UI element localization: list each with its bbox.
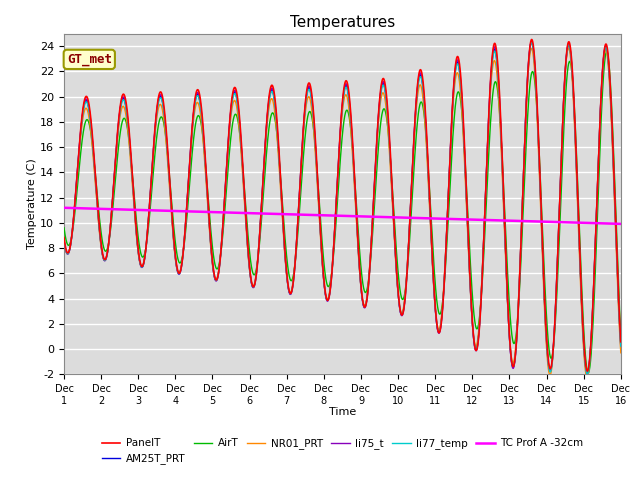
AM25T_PRT: [282, 260, 289, 266]
AM25T_PRT: [171, 252, 179, 257]
AirT: [398, 296, 406, 301]
li75_t: [528, 38, 536, 44]
li77_temp: [592, 227, 600, 232]
NR01_PRT: [564, 45, 572, 51]
li75_t: [245, 256, 253, 262]
li77_temp: [617, 343, 625, 349]
li77_temp: [584, 372, 591, 377]
PanelT: [398, 312, 406, 318]
NR01_PRT: [583, 374, 591, 380]
Line: TC Prof A -32cm: TC Prof A -32cm: [64, 208, 621, 224]
li75_t: [584, 370, 591, 376]
li75_t: [592, 224, 600, 230]
PanelT: [282, 257, 289, 263]
li75_t: [398, 313, 406, 319]
AirT: [328, 272, 335, 278]
TC Prof A -32cm: [617, 221, 625, 227]
TC Prof A -32cm: [171, 208, 179, 214]
Line: AM25T_PRT: AM25T_PRT: [64, 42, 621, 373]
AM25T_PRT: [245, 257, 253, 263]
AM25T_PRT: [528, 39, 536, 45]
li77_temp: [245, 256, 253, 262]
li75_t: [617, 343, 625, 348]
AirT: [282, 242, 289, 248]
Line: li75_t: li75_t: [64, 41, 621, 373]
PanelT: [528, 36, 536, 42]
AirT: [592, 257, 600, 263]
PanelT: [592, 225, 600, 231]
li77_temp: [60, 237, 68, 242]
li75_t: [328, 275, 335, 281]
AM25T_PRT: [328, 274, 335, 280]
Y-axis label: Temperature (C): Temperature (C): [28, 158, 37, 250]
AirT: [603, 49, 611, 55]
PanelT: [617, 339, 625, 345]
AirT: [60, 225, 68, 231]
NR01_PRT: [171, 253, 179, 259]
AM25T_PRT: [398, 312, 406, 318]
NR01_PRT: [245, 259, 253, 264]
Legend: PanelT, AM25T_PRT, AirT, NR01_PRT, li75_t, li77_temp, TC Prof A -32cm: PanelT, AM25T_PRT, AirT, NR01_PRT, li75_…: [97, 434, 588, 468]
Text: GT_met: GT_met: [67, 53, 112, 66]
AM25T_PRT: [584, 371, 591, 376]
AM25T_PRT: [592, 223, 600, 228]
Line: NR01_PRT: NR01_PRT: [64, 48, 621, 377]
Title: Temperatures: Temperatures: [290, 15, 395, 30]
AirT: [584, 370, 592, 376]
NR01_PRT: [617, 350, 625, 356]
TC Prof A -32cm: [328, 213, 335, 218]
NR01_PRT: [592, 223, 600, 229]
Line: AirT: AirT: [64, 52, 621, 373]
TC Prof A -32cm: [60, 205, 68, 211]
li75_t: [60, 237, 68, 242]
Line: li77_temp: li77_temp: [64, 43, 621, 374]
TC Prof A -32cm: [282, 211, 289, 217]
PanelT: [245, 254, 253, 260]
li77_temp: [398, 312, 406, 317]
li77_temp: [282, 259, 289, 264]
PanelT: [328, 275, 335, 281]
PanelT: [584, 368, 591, 374]
li75_t: [282, 260, 289, 265]
Line: PanelT: PanelT: [64, 39, 621, 371]
NR01_PRT: [282, 262, 289, 267]
TC Prof A -32cm: [592, 220, 600, 226]
PanelT: [60, 235, 68, 240]
AM25T_PRT: [617, 345, 625, 350]
AirT: [617, 333, 625, 339]
PanelT: [171, 249, 179, 254]
AirT: [171, 236, 179, 242]
NR01_PRT: [328, 272, 335, 278]
TC Prof A -32cm: [245, 210, 253, 216]
NR01_PRT: [60, 239, 68, 244]
li77_temp: [328, 275, 335, 281]
AM25T_PRT: [60, 237, 68, 243]
X-axis label: Time: Time: [329, 407, 356, 417]
li77_temp: [171, 251, 179, 256]
TC Prof A -32cm: [398, 215, 406, 220]
li75_t: [171, 251, 179, 257]
li77_temp: [528, 40, 536, 46]
NR01_PRT: [398, 310, 406, 316]
AirT: [245, 240, 253, 246]
